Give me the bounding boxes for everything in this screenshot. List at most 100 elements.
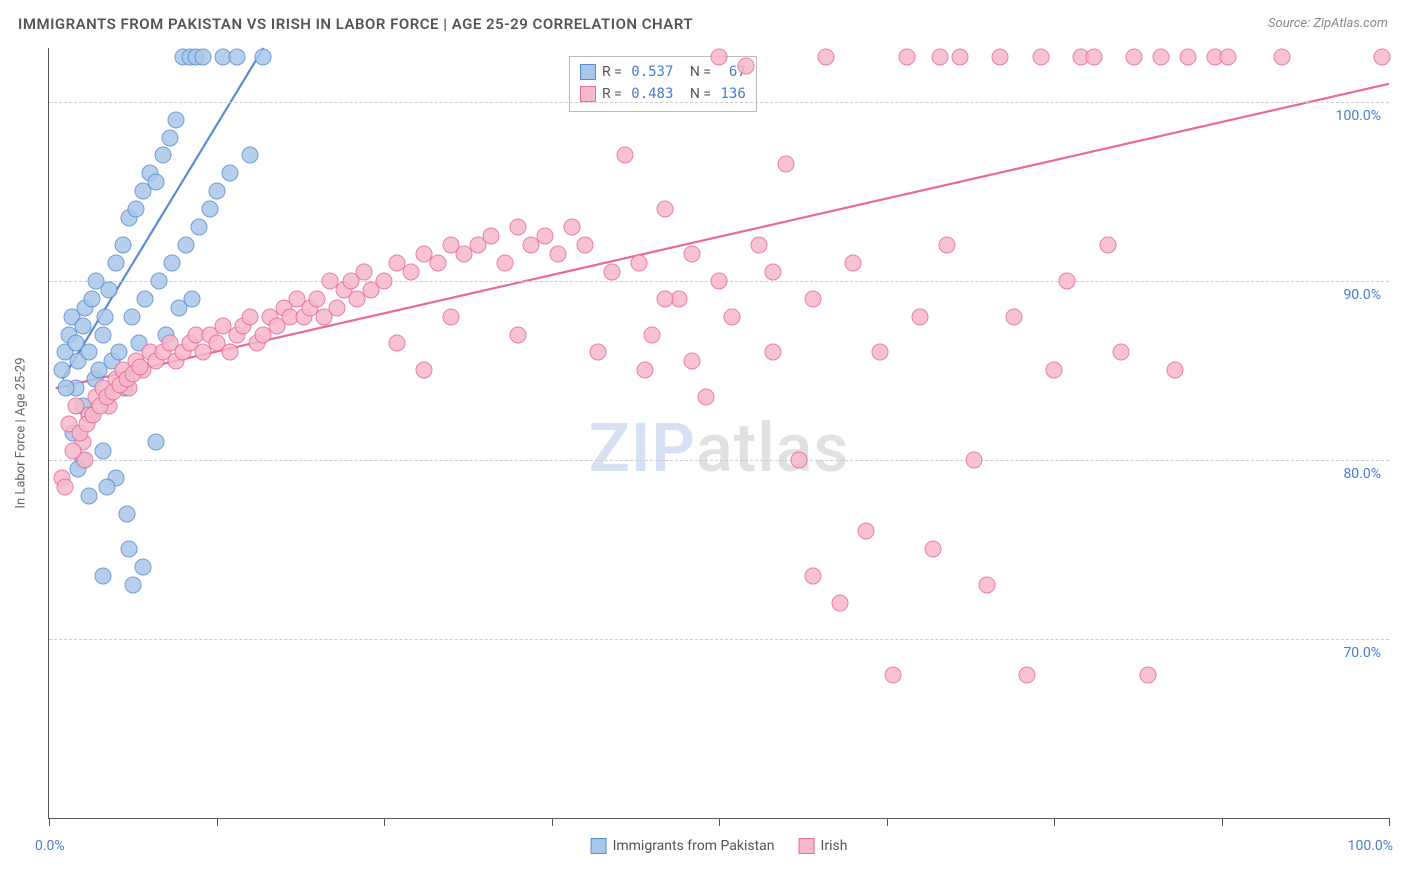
data-point-irish xyxy=(577,236,594,253)
data-point-irish xyxy=(65,442,82,459)
y-tick-label: 100.0% xyxy=(1336,108,1381,124)
data-point-irish xyxy=(724,308,741,325)
r-label: R = xyxy=(602,61,625,83)
data-point-irish xyxy=(1005,308,1022,325)
series-legend: Immigrants from Pakistan Irish xyxy=(591,838,848,854)
data-point-pakistan xyxy=(74,317,91,334)
y-axis-title: In Labor Force | Age 25-29 xyxy=(14,357,29,508)
x-tick xyxy=(217,818,218,826)
data-point-irish xyxy=(764,344,781,361)
data-point-irish xyxy=(932,48,949,65)
data-point-pakistan xyxy=(195,48,212,65)
data-point-irish xyxy=(132,358,149,375)
data-point-irish xyxy=(711,48,728,65)
data-point-irish xyxy=(818,48,835,65)
data-point-irish xyxy=(510,326,527,343)
legend-label-irish: Irish xyxy=(821,838,848,854)
data-point-irish xyxy=(637,362,654,379)
data-point-pakistan xyxy=(125,577,142,594)
n-label: N = xyxy=(679,61,714,83)
data-point-pakistan xyxy=(94,568,111,585)
chart-title: IMMIGRANTS FROM PAKISTAN VS IRISH IN LAB… xyxy=(18,15,693,33)
data-point-irish xyxy=(1019,666,1036,683)
data-point-pakistan xyxy=(221,165,238,182)
stats-legend-box: R = 0.537 N = 67R = 0.483 N = 136 xyxy=(569,56,757,112)
data-point-pakistan xyxy=(154,147,171,164)
data-point-irish xyxy=(804,568,821,585)
legend-swatch-irish xyxy=(580,86,596,102)
data-point-pakistan xyxy=(128,201,145,218)
data-point-irish xyxy=(764,263,781,280)
data-point-pakistan xyxy=(54,362,71,379)
data-point-irish xyxy=(925,541,942,558)
data-point-pakistan xyxy=(177,236,194,253)
data-point-irish xyxy=(657,290,674,307)
legend-label-pakistan: Immigrants from Pakistan xyxy=(613,838,775,854)
data-point-irish xyxy=(309,290,326,307)
legend-swatch-pakistan xyxy=(591,838,607,854)
data-point-pakistan xyxy=(97,308,114,325)
grid-line xyxy=(49,639,1389,640)
data-point-irish xyxy=(965,451,982,468)
data-point-irish xyxy=(804,290,821,307)
data-point-irish xyxy=(1059,272,1076,289)
correlation-chart: ZIPatlas R = 0.537 N = 67R = 0.483 N = 1… xyxy=(48,48,1389,819)
data-point-irish xyxy=(1032,48,1049,65)
data-point-irish xyxy=(657,201,674,218)
x-tick xyxy=(719,818,720,826)
x-axis-max-label: 100.0% xyxy=(1348,838,1393,854)
data-point-irish xyxy=(550,245,567,262)
data-point-irish xyxy=(778,156,795,173)
data-point-irish xyxy=(845,254,862,271)
data-point-irish xyxy=(751,236,768,253)
data-point-irish xyxy=(221,344,238,361)
data-point-pakistan xyxy=(98,478,115,495)
data-point-pakistan xyxy=(164,254,181,271)
data-point-irish xyxy=(355,263,372,280)
data-point-irish xyxy=(885,666,902,683)
data-point-pakistan xyxy=(208,183,225,200)
data-point-irish xyxy=(617,147,634,164)
legend-swatch-irish xyxy=(799,838,815,854)
y-tick-label: 70.0% xyxy=(1343,645,1381,661)
data-point-irish xyxy=(1153,48,1170,65)
y-tick-label: 80.0% xyxy=(1343,466,1381,482)
data-point-irish xyxy=(563,219,580,236)
data-point-pakistan xyxy=(114,236,131,253)
data-point-pakistan xyxy=(148,433,165,450)
data-point-irish xyxy=(938,236,955,253)
data-point-pakistan xyxy=(108,254,125,271)
data-point-irish xyxy=(603,263,620,280)
data-point-irish xyxy=(1374,48,1391,65)
data-point-pakistan xyxy=(137,290,154,307)
source-label: Source: ZipAtlas.com xyxy=(1268,16,1388,31)
data-point-irish xyxy=(1099,236,1116,253)
data-point-pakistan xyxy=(94,326,111,343)
data-point-pakistan xyxy=(184,290,201,307)
data-point-irish xyxy=(329,299,346,316)
data-point-irish xyxy=(242,308,259,325)
legend-swatch-pakistan xyxy=(580,64,596,80)
x-tick xyxy=(887,818,888,826)
x-tick xyxy=(49,818,50,826)
legend-item-pakistan: Immigrants from Pakistan xyxy=(591,838,775,854)
data-point-irish xyxy=(402,263,419,280)
title-bar: IMMIGRANTS FROM PAKISTAN VS IRISH IN LAB… xyxy=(18,14,1388,40)
legend-item-irish: Irish xyxy=(799,838,848,854)
grid-line xyxy=(49,102,1389,103)
data-point-irish xyxy=(697,389,714,406)
data-point-irish xyxy=(590,344,607,361)
y-tick-label: 90.0% xyxy=(1343,287,1381,303)
data-point-irish xyxy=(510,219,527,236)
x-tick xyxy=(552,818,553,826)
data-point-irish xyxy=(483,228,500,245)
data-point-irish xyxy=(912,308,929,325)
data-point-irish xyxy=(1126,48,1143,65)
data-point-irish xyxy=(536,228,553,245)
data-point-irish xyxy=(684,245,701,262)
x-tick xyxy=(1222,818,1223,826)
data-point-irish xyxy=(871,344,888,361)
data-point-irish xyxy=(791,451,808,468)
data-point-pakistan xyxy=(124,308,141,325)
data-point-irish xyxy=(443,308,460,325)
